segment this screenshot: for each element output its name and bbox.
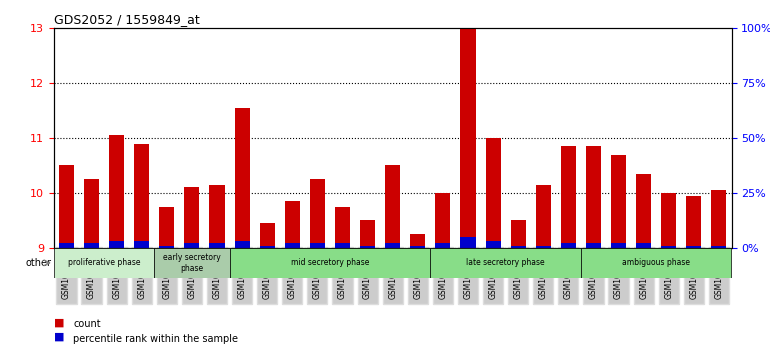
Bar [159, 246, 174, 248]
Bar [711, 190, 726, 248]
Bar [460, 28, 476, 248]
Text: proliferative phase: proliferative phase [68, 258, 140, 267]
Text: ■: ■ [54, 318, 65, 328]
Bar [335, 207, 350, 248]
Bar [134, 144, 149, 248]
Bar [561, 244, 576, 248]
Text: early secretory
phase: early secretory phase [163, 253, 221, 273]
Bar [536, 185, 551, 248]
Bar [536, 246, 551, 248]
Bar [335, 244, 350, 248]
Bar [184, 244, 199, 248]
Bar [435, 244, 450, 248]
Text: other: other [25, 258, 52, 268]
Bar [661, 246, 676, 248]
Bar [435, 193, 450, 248]
Text: count: count [73, 319, 101, 330]
Bar [561, 146, 576, 248]
Bar [611, 155, 626, 248]
Bar [310, 244, 325, 248]
Bar [511, 220, 526, 248]
Bar [109, 241, 124, 248]
Bar [385, 244, 400, 248]
Text: percentile rank within the sample: percentile rank within the sample [73, 333, 238, 344]
Bar [511, 246, 526, 248]
Bar [310, 179, 325, 248]
Bar [59, 166, 74, 248]
FancyBboxPatch shape [229, 248, 430, 278]
Bar [460, 237, 476, 248]
FancyBboxPatch shape [581, 248, 732, 278]
Bar [586, 244, 601, 248]
Bar [134, 241, 149, 248]
Bar [235, 241, 249, 248]
Bar [686, 246, 701, 248]
Bar [586, 146, 601, 248]
Bar [209, 185, 225, 248]
Text: ■: ■ [54, 332, 65, 342]
Bar [84, 179, 99, 248]
Bar [59, 244, 74, 248]
Bar [184, 188, 199, 248]
Bar [235, 108, 249, 248]
Bar [661, 193, 676, 248]
Bar [159, 207, 174, 248]
Bar [259, 246, 275, 248]
Bar [285, 201, 300, 248]
FancyBboxPatch shape [430, 248, 581, 278]
Text: ambiguous phase: ambiguous phase [622, 258, 690, 267]
Bar [109, 135, 124, 248]
Bar [410, 234, 425, 248]
Bar [360, 220, 375, 248]
Bar [611, 244, 626, 248]
Bar [259, 223, 275, 248]
Bar [209, 244, 225, 248]
Bar [385, 166, 400, 248]
Bar [360, 246, 375, 248]
Bar [711, 246, 726, 248]
Text: GDS2052 / 1559849_at: GDS2052 / 1559849_at [54, 13, 199, 26]
Bar [486, 241, 500, 248]
Bar [486, 138, 500, 248]
Text: late secretory phase: late secretory phase [467, 258, 545, 267]
Bar [410, 246, 425, 248]
Bar [636, 244, 651, 248]
Bar [84, 244, 99, 248]
FancyBboxPatch shape [154, 248, 229, 278]
Bar [636, 174, 651, 248]
Bar [686, 196, 701, 248]
Bar [285, 244, 300, 248]
FancyBboxPatch shape [54, 248, 154, 278]
Text: mid secretory phase: mid secretory phase [291, 258, 369, 267]
